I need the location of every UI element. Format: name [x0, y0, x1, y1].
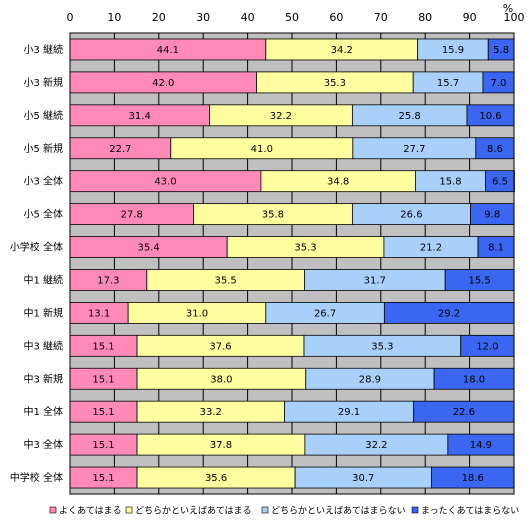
- data-label: 37.8: [210, 440, 232, 451]
- data-label: 15.5: [468, 275, 490, 286]
- category-label: 中3 継続: [23, 339, 63, 352]
- data-label: 22.6: [453, 407, 475, 418]
- unit-label: %: [503, 2, 513, 15]
- data-label: 29.2: [438, 308, 460, 319]
- data-label: 18.0: [463, 374, 485, 385]
- x-tick-label: 70: [374, 11, 388, 24]
- data-label: 35.8: [262, 210, 284, 221]
- x-tick-label: 40: [241, 11, 255, 24]
- category-label: 中学校 全体: [10, 471, 63, 484]
- data-label: 18.6: [462, 473, 484, 484]
- data-label: 35.3: [371, 341, 393, 352]
- data-label: 43.0: [154, 177, 176, 188]
- data-label: 35.6: [205, 473, 227, 484]
- data-label: 9.8: [484, 210, 500, 221]
- data-label: 34.8: [327, 177, 349, 188]
- data-label: 33.2: [200, 407, 222, 418]
- bars: [69, 38, 515, 489]
- legend: よくあてはまる どちらかといえばあてはまる どちらかといえばあてはまらない まったくあ…: [49, 506, 519, 517]
- legend-swatch: [261, 506, 269, 514]
- data-label: 27.7: [403, 144, 425, 155]
- data-label: 32.2: [365, 440, 387, 451]
- category-label: 小3 継続: [23, 43, 63, 56]
- data-label: 7.0: [491, 78, 507, 89]
- data-label: 34.2: [331, 45, 353, 56]
- category-label: 小5 継続: [23, 109, 63, 122]
- data-label: 26.7: [314, 308, 336, 319]
- data-label: 13.1: [88, 308, 110, 319]
- data-label: 10.6: [479, 111, 501, 122]
- data-label: 25.8: [399, 111, 421, 122]
- x-tick-label: 0: [67, 11, 74, 24]
- data-label: 14.9: [470, 440, 492, 451]
- x-tick-label: 60: [329, 11, 343, 24]
- data-label: 15.8: [439, 177, 461, 188]
- data-label: 15.1: [92, 407, 114, 418]
- data-label: 15.1: [92, 341, 114, 352]
- category-label: 中1 全体: [23, 405, 63, 418]
- category-label: 小5 新規: [23, 142, 63, 155]
- data-label: 21.2: [420, 243, 442, 254]
- category-label: 小学校 全体: [10, 241, 63, 254]
- data-label: 35.5: [214, 275, 236, 286]
- x-tick-label: 90: [463, 11, 477, 24]
- plot-border: [69, 32, 515, 495]
- x-tick-label: 100: [504, 11, 525, 24]
- legend-label: どちらかといえばあてはまる: [135, 506, 252, 517]
- data-label: 28.9: [359, 374, 381, 385]
- data-label: 15.9: [442, 45, 464, 56]
- category-label: 中3 全体: [23, 438, 63, 451]
- data-labels: 44.1 34.2 15.9 5.8 42.0 35.3 15.7 7.0 31.4 32.2 25…: [88, 45, 509, 484]
- data-label: 42.0: [152, 78, 174, 89]
- data-label: 22.7: [109, 144, 131, 155]
- x-tick-label: 20: [152, 11, 166, 24]
- data-label: 17.3: [97, 275, 119, 286]
- data-label: 35.4: [137, 243, 159, 254]
- data-label: 8.6: [487, 144, 503, 155]
- legend-swatch: [49, 506, 57, 514]
- data-label: 35.3: [294, 243, 316, 254]
- legend-swatch: [411, 506, 419, 514]
- legend-label: どちらかといえばあてはまらない: [271, 506, 406, 517]
- data-label: 37.6: [209, 341, 231, 352]
- data-label: 38.0: [210, 374, 232, 385]
- x-tick-label: 10: [107, 11, 121, 24]
- data-label: 27.8: [121, 210, 143, 221]
- x-tick-label: 50: [285, 11, 299, 24]
- x-tick-label: 30: [196, 11, 210, 24]
- data-label: 29.1: [338, 407, 360, 418]
- data-label: 5.8: [493, 45, 509, 56]
- category-label: 小5 全体: [23, 208, 63, 221]
- data-label: 32.2: [270, 111, 292, 122]
- category-label: 小3 全体: [23, 175, 63, 188]
- data-label: 15.1: [92, 440, 114, 451]
- legend-swatch: [125, 506, 133, 514]
- data-label: 15.7: [437, 78, 459, 89]
- data-label: 15.1: [92, 473, 114, 484]
- category-label: 小3 新規: [23, 76, 63, 89]
- legend-label: まったくあてはまらない: [421, 506, 519, 517]
- data-label: 41.0: [251, 144, 273, 155]
- data-label: 15.1: [92, 374, 114, 385]
- data-label: 44.1: [157, 45, 179, 56]
- data-label: 6.5: [492, 177, 508, 188]
- category-label: 中1 新規: [23, 306, 63, 319]
- data-label: 31.0: [186, 308, 208, 319]
- data-label: 12.0: [476, 341, 498, 352]
- x-tick-label: 80: [418, 11, 432, 24]
- data-label: 26.6: [400, 210, 422, 221]
- category-label: 中3 新規: [23, 372, 63, 385]
- data-label: 35.3: [324, 78, 346, 89]
- data-label: 8.1: [488, 243, 504, 254]
- data-label: 31.4: [129, 111, 151, 122]
- category-label: 中1 継続: [23, 273, 63, 286]
- data-label: 30.7: [352, 473, 374, 484]
- legend-label: よくあてはまる: [59, 506, 122, 517]
- data-label: 31.7: [364, 275, 386, 286]
